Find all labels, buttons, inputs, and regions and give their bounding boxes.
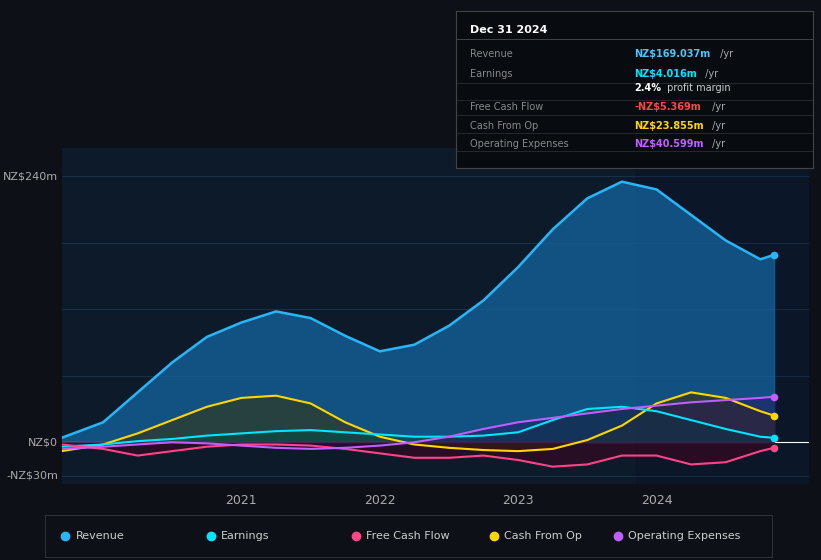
Text: /yr: /yr (702, 69, 718, 79)
Text: -NZ$30m: -NZ$30m (6, 470, 57, 480)
Text: /yr: /yr (709, 102, 725, 112)
Text: Cash From Op: Cash From Op (470, 120, 539, 130)
Text: Dec 31 2024: Dec 31 2024 (470, 25, 548, 35)
Text: NZ$240m: NZ$240m (2, 171, 57, 181)
Bar (635, 148, 809, 484)
Text: NZ$0: NZ$0 (28, 437, 57, 447)
Text: -NZ$5.369m: -NZ$5.369m (635, 102, 701, 112)
Text: Operating Expenses: Operating Expenses (470, 139, 569, 150)
Text: Free Cash Flow: Free Cash Flow (366, 531, 450, 541)
Text: NZ$169.037m: NZ$169.037m (635, 49, 710, 59)
Text: Earnings: Earnings (470, 69, 512, 79)
Text: Free Cash Flow: Free Cash Flow (470, 102, 544, 112)
Text: Earnings: Earnings (221, 531, 269, 541)
Text: profit margin: profit margin (664, 83, 731, 93)
Text: Operating Expenses: Operating Expenses (628, 531, 741, 541)
Text: Revenue: Revenue (470, 49, 512, 59)
Text: NZ$4.016m: NZ$4.016m (635, 69, 697, 79)
Text: /yr: /yr (709, 139, 725, 150)
Text: NZ$23.855m: NZ$23.855m (635, 120, 704, 130)
Text: Revenue: Revenue (76, 531, 125, 541)
Text: Cash From Op: Cash From Op (504, 531, 582, 541)
Text: /yr: /yr (717, 49, 733, 59)
Text: /yr: /yr (709, 120, 725, 130)
Text: NZ$40.599m: NZ$40.599m (635, 139, 704, 150)
Text: 2.4%: 2.4% (635, 83, 661, 93)
